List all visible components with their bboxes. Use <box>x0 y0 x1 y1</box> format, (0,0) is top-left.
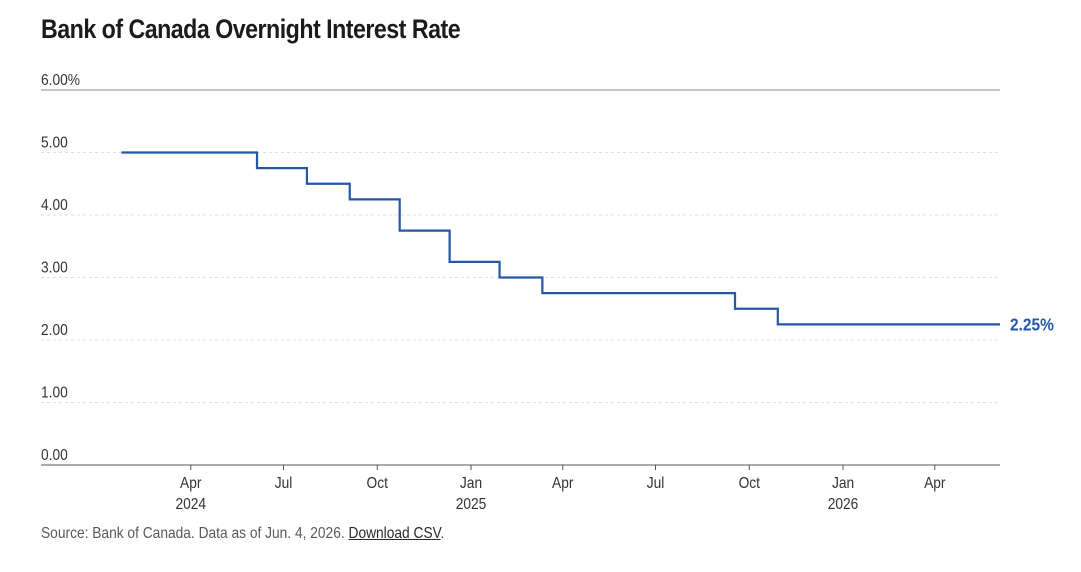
grid-layer <box>41 89 1000 466</box>
y-tick-label: 0.00 <box>41 446 68 464</box>
source-trailing: . <box>440 525 445 542</box>
y-tick-label: 2.00 <box>41 321 68 339</box>
x-tick-year-label: 2025 <box>456 495 487 513</box>
x-tick-label: Jul <box>275 474 293 492</box>
x-tick-year-label: 2026 <box>828 495 859 513</box>
x-tick-label: Jan <box>832 474 854 492</box>
x-tick-label: Oct <box>739 474 761 492</box>
x-tick-year-label: 2024 <box>175 495 206 513</box>
source-text: Source: Bank of Canada. Data as of Jun. … <box>41 525 349 542</box>
download-csv-link[interactable]: Download CSV <box>348 525 441 542</box>
y-tick-label: 5.00 <box>41 134 68 152</box>
y-tick-label: 1.00 <box>41 384 68 402</box>
source-note: Source: Bank of Canada. Data as of Jun. … <box>41 525 444 543</box>
x-tick-label: Jan <box>460 474 482 492</box>
y-tick-label: 3.00 <box>41 259 68 277</box>
y-tick-label: 4.00 <box>41 196 68 214</box>
y-axis-ticks: 6.00% 5.00 4.00 3.00 2.00 1.00 0.00 <box>41 71 80 464</box>
x-tick-label: Jul <box>647 474 665 492</box>
series-line <box>121 151 1000 326</box>
x-tick-label: Apr <box>924 474 945 492</box>
series-layer: 2.25% <box>121 151 1054 335</box>
x-tick-label: Apr <box>180 474 201 492</box>
x-tick-label: Apr <box>552 474 573 492</box>
y-tick-label: 6.00% <box>41 71 80 89</box>
x-axis-ticks: Apr 2024 Jul Oct Jan 2025 Apr Jul Oct Jan 2026 Apr <box>175 465 945 513</box>
x-tick-label: Oct <box>367 474 389 492</box>
chart-title: Bank of Canada Overnight Interest Rate <box>41 14 461 44</box>
series-end-label: 2.25% <box>1010 314 1054 334</box>
